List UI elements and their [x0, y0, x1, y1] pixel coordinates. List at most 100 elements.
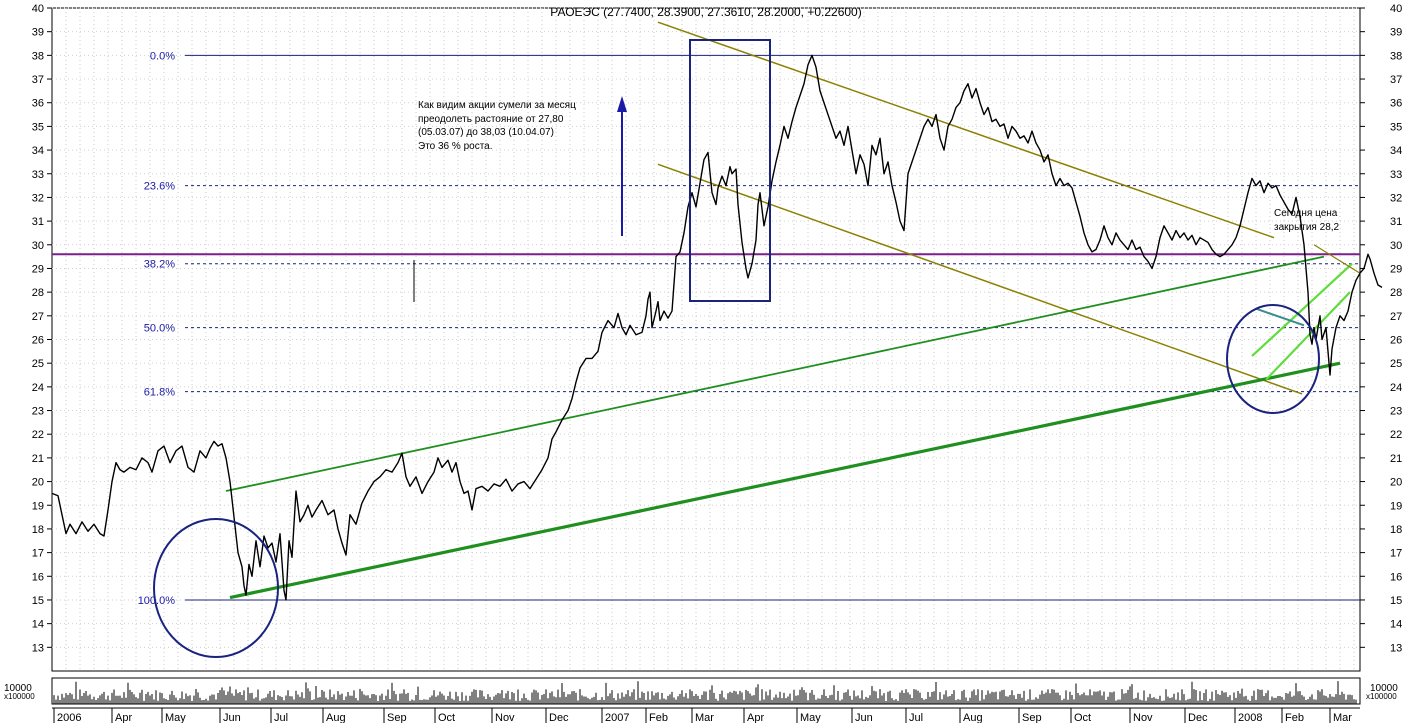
x-tick-label: Feb [1285, 712, 1304, 723]
note-line: преодолеть растояние от 27,80 [418, 114, 564, 125]
y-tick-label: 32 [32, 192, 44, 204]
fibonacci-levels: 0.0% 23.6% 38.2% 50.0% 61.8% 100.0% [52, 50, 1360, 607]
y-tick-label: 30 [32, 240, 44, 252]
note-text: Как видим акции сумели за месяц преодоле… [418, 100, 576, 152]
uptrend-lower [229, 361, 1341, 600]
x-tick-label: Mar [695, 712, 714, 723]
y-tick-label-right: 23 [1390, 406, 1402, 418]
x-tick-label: Oct [438, 712, 455, 723]
circle-jun-2006 [153, 518, 279, 658]
grid-lines [51, 7, 1361, 672]
x-tick-label: Dec [1188, 712, 1208, 723]
y-tick-label: 33 [32, 169, 44, 181]
y-tick-label: 38 [32, 50, 44, 62]
x-tick-label: Mar [1333, 712, 1352, 723]
downtrend-upper [657, 21, 1275, 239]
y-tick-label-right: 18 [1390, 524, 1402, 536]
x-tick-label: Sep [387, 712, 407, 723]
volume-panel [51, 677, 1361, 705]
y-tick-label-right: 25 [1390, 358, 1402, 370]
y-tick-label: 28 [32, 287, 44, 299]
y-tick-label: 20 [32, 477, 44, 489]
circle-jan-2008 [1226, 304, 1320, 414]
chart-title: РАОЕЭС (27.7400, 28.3900, 27.3610, 28.20… [550, 5, 861, 19]
flag-line [1255, 307, 1305, 327]
x-tick-label: Aug [963, 712, 983, 723]
close-note-line: закрытия 28,2 [1274, 222, 1340, 233]
fib-level-label: 61.8% [144, 387, 175, 399]
y-tick-label-right: 22 [1390, 429, 1402, 441]
close-note-text: Сегодня цена закрытия 28,2 [1274, 208, 1340, 233]
channel-upper [1251, 262, 1353, 357]
x-tick-label: Nov [495, 712, 515, 723]
x-tick-label: Jun [223, 712, 241, 723]
x-tick-label: 2007 [605, 712, 629, 723]
x-tick-label: 2008 [1238, 712, 1262, 723]
fib-level-label: 38.2% [144, 259, 175, 271]
y-tick-label-right: 31 [1390, 216, 1402, 228]
x-tick-label: Apr [747, 712, 764, 723]
y-tick-label-right: 27 [1390, 311, 1402, 323]
y-tick-label: 39 [32, 27, 44, 39]
x-tick-label: Apr [115, 712, 132, 723]
y-tick-label-right: 28 [1390, 287, 1402, 299]
x-tick-label: Nov [1133, 712, 1153, 723]
y-tick-label-right: 16 [1390, 571, 1402, 583]
y-tick-label-right: 15 [1390, 595, 1402, 607]
note-line: Это 36 % роста. [418, 141, 493, 152]
y-tick-label-right: 30 [1390, 240, 1402, 252]
y-tick-label: 35 [32, 121, 44, 133]
arrow-head [617, 96, 627, 112]
x-tick-label: Aug [326, 712, 346, 723]
box-mar-apr-2007 [689, 39, 771, 302]
y-tick-label: 25 [32, 358, 44, 370]
x-tick-label: Dec [549, 712, 569, 723]
y-tick-label-right: 20 [1390, 477, 1402, 489]
y-tick-label-right: 24 [1390, 382, 1402, 394]
x-tick-label: Oct [1074, 712, 1091, 723]
x-tick-label: 2006 [57, 712, 81, 723]
y-tick-label: 16 [32, 571, 44, 583]
volume-scale-left: 10000 [4, 683, 32, 694]
y-tick-label-right: 29 [1390, 263, 1402, 275]
y-tick-label-right: 19 [1390, 500, 1402, 512]
trend-lines [225, 21, 1361, 600]
y-tick-label-right: 14 [1390, 619, 1402, 631]
y-tick-label: 15 [32, 595, 44, 607]
close-note-line: Сегодня цена [1274, 208, 1338, 219]
x-tick-label: Jul [274, 712, 288, 723]
x-axis: 2006 Apr May Jun Jul Aug Sep Oct Nov Dec 2007 Feb Ma… [52, 707, 1360, 724]
x-tick-label: Sep [1022, 712, 1042, 723]
y-tick-label-right: 33 [1390, 169, 1402, 181]
volume-unit-right: x100000 [1366, 692, 1397, 701]
y-tick-label-right: 21 [1390, 453, 1402, 465]
y-tick-label-right: 40 [1390, 3, 1402, 15]
note-line: (05.03.07) до 38,03 (10.04.07) [418, 127, 554, 138]
y-tick-label: 27 [32, 311, 44, 323]
y-tick-label: 22 [32, 429, 44, 441]
y-tick-label-right: 35 [1390, 121, 1402, 133]
uptrend-upper [225, 255, 1325, 492]
y-tick-label: 37 [32, 74, 44, 86]
channel-lower [1265, 291, 1351, 381]
volume-unit-left: x100000 [4, 692, 35, 701]
fib-level-label: 23.6% [144, 181, 175, 193]
y-tick-label: 18 [32, 524, 44, 536]
y-tick-label-right: 13 [1390, 642, 1402, 654]
x-tick-label: Jul [909, 712, 923, 723]
fib-level-label: 0.0% [150, 50, 175, 62]
y-tick-label: 14 [32, 619, 44, 631]
y-tick-label: 13 [32, 642, 44, 654]
volume-scale-right: 10000 [1370, 683, 1398, 694]
y-tick-label-right: 32 [1390, 192, 1402, 204]
x-tick-label: May [800, 712, 821, 723]
y-tick-label-right: 17 [1390, 548, 1402, 560]
fib-level-label: 50.0% [144, 323, 175, 335]
x-tick-label: May [165, 712, 186, 723]
y-tick-label-right: 38 [1390, 50, 1402, 62]
y-tick-label: 31 [32, 216, 44, 228]
y-tick-label: 34 [32, 145, 44, 157]
x-tick-label: Jun [855, 712, 873, 723]
